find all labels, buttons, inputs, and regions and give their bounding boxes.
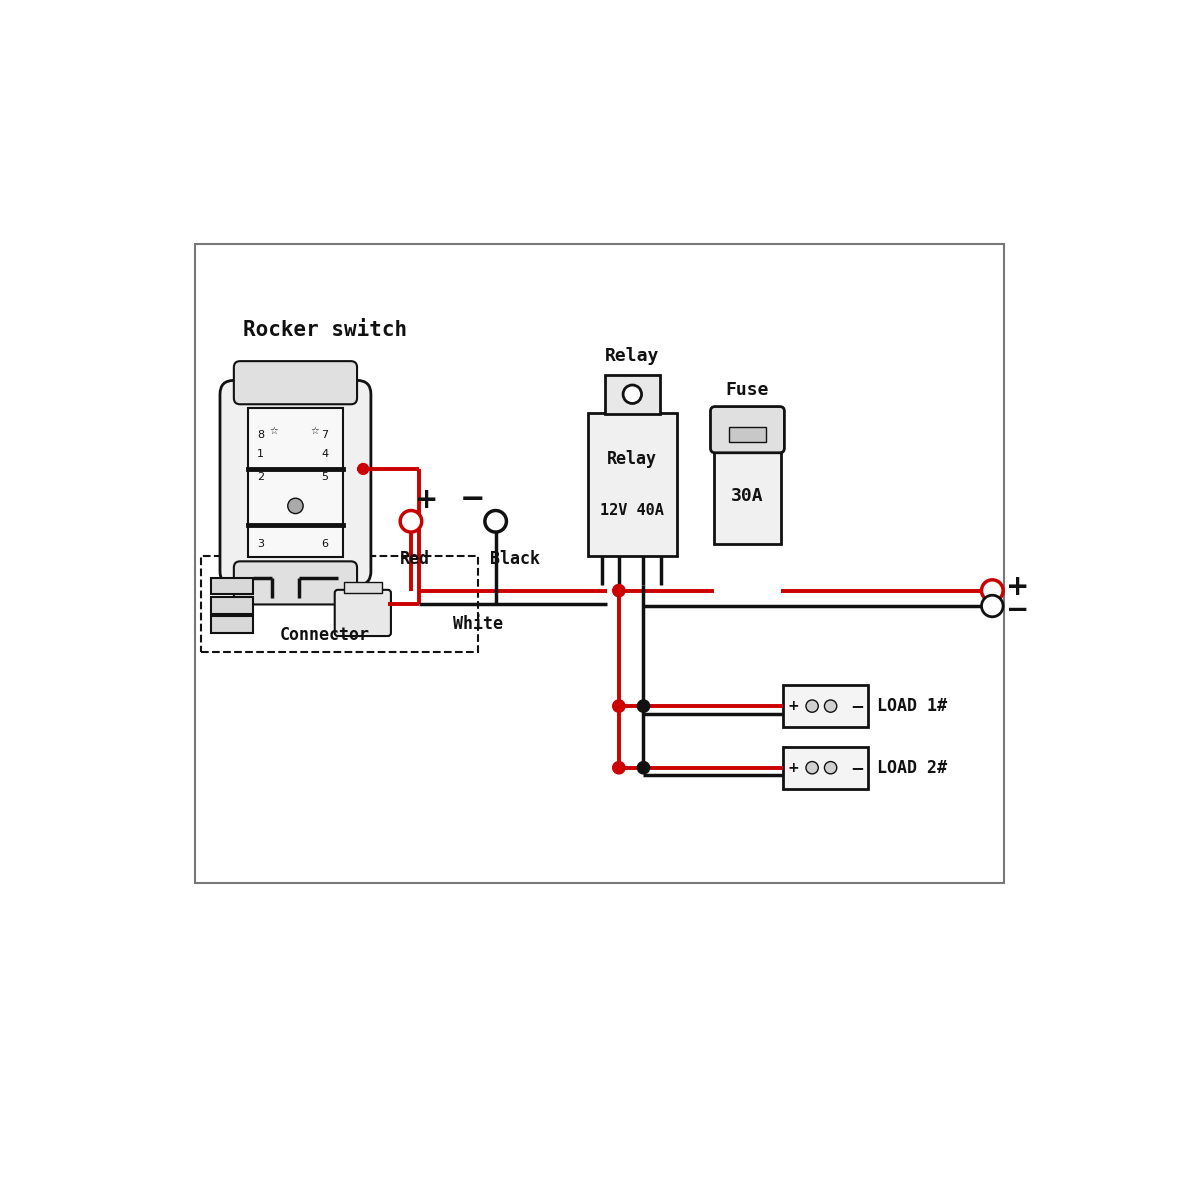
Text: 3: 3 [257, 539, 264, 550]
Bar [605, 374, 660, 414]
Circle shape [400, 510, 421, 532]
Bar [782, 746, 868, 788]
Bar [588, 414, 677, 556]
Text: 1: 1 [257, 449, 264, 458]
Circle shape [637, 700, 649, 713]
Bar [211, 616, 253, 632]
Text: LOAD 2#: LOAD 2# [877, 758, 947, 776]
Circle shape [824, 700, 836, 713]
Text: −: − [1006, 596, 1030, 624]
Text: +: + [1006, 572, 1030, 601]
Text: Relay: Relay [605, 347, 660, 365]
Text: Rocker switch: Rocker switch [244, 320, 407, 341]
Bar [247, 408, 343, 558]
Circle shape [485, 510, 506, 532]
Bar [344, 582, 383, 593]
Text: LOAD 1#: LOAD 1# [877, 697, 947, 715]
FancyBboxPatch shape [234, 562, 358, 605]
Text: 6: 6 [322, 539, 329, 550]
Text: 2: 2 [257, 472, 264, 481]
Circle shape [806, 762, 818, 774]
Bar [196, 244, 1004, 883]
Text: 8: 8 [257, 430, 264, 440]
Text: ☆: ☆ [270, 426, 278, 436]
FancyBboxPatch shape [220, 380, 371, 586]
Text: Connector: Connector [280, 626, 370, 644]
FancyBboxPatch shape [234, 361, 358, 404]
Text: +: + [788, 761, 799, 775]
Text: White: White [454, 616, 503, 634]
Bar [714, 448, 781, 545]
Text: +: + [415, 486, 438, 514]
Circle shape [613, 700, 625, 713]
Circle shape [982, 580, 1003, 601]
Circle shape [806, 700, 818, 713]
Text: 7: 7 [322, 430, 329, 440]
Text: −: − [460, 485, 485, 515]
Text: +: + [788, 700, 799, 713]
Text: 5: 5 [322, 472, 329, 481]
Circle shape [623, 385, 642, 403]
Circle shape [288, 498, 304, 514]
Circle shape [613, 762, 625, 774]
Text: Red: Red [400, 550, 430, 568]
Text: −: − [850, 697, 864, 715]
Circle shape [358, 463, 368, 474]
Circle shape [824, 762, 836, 774]
Text: −: − [850, 758, 864, 776]
Bar [782, 685, 868, 727]
FancyBboxPatch shape [710, 407, 785, 452]
Circle shape [637, 762, 649, 774]
Text: 12V 40A: 12V 40A [600, 503, 665, 518]
Text: 4: 4 [322, 449, 329, 458]
Bar [728, 426, 766, 442]
Circle shape [982, 595, 1003, 617]
Text: Fuse: Fuse [726, 382, 769, 400]
Bar [211, 596, 253, 613]
FancyBboxPatch shape [335, 590, 391, 636]
Bar [200, 556, 478, 653]
Circle shape [613, 584, 625, 596]
Text: Black: Black [490, 550, 540, 568]
Text: 30A: 30A [731, 487, 763, 505]
Text: Relay: Relay [607, 450, 658, 468]
Text: ☆: ☆ [311, 426, 319, 436]
Bar [211, 577, 253, 594]
